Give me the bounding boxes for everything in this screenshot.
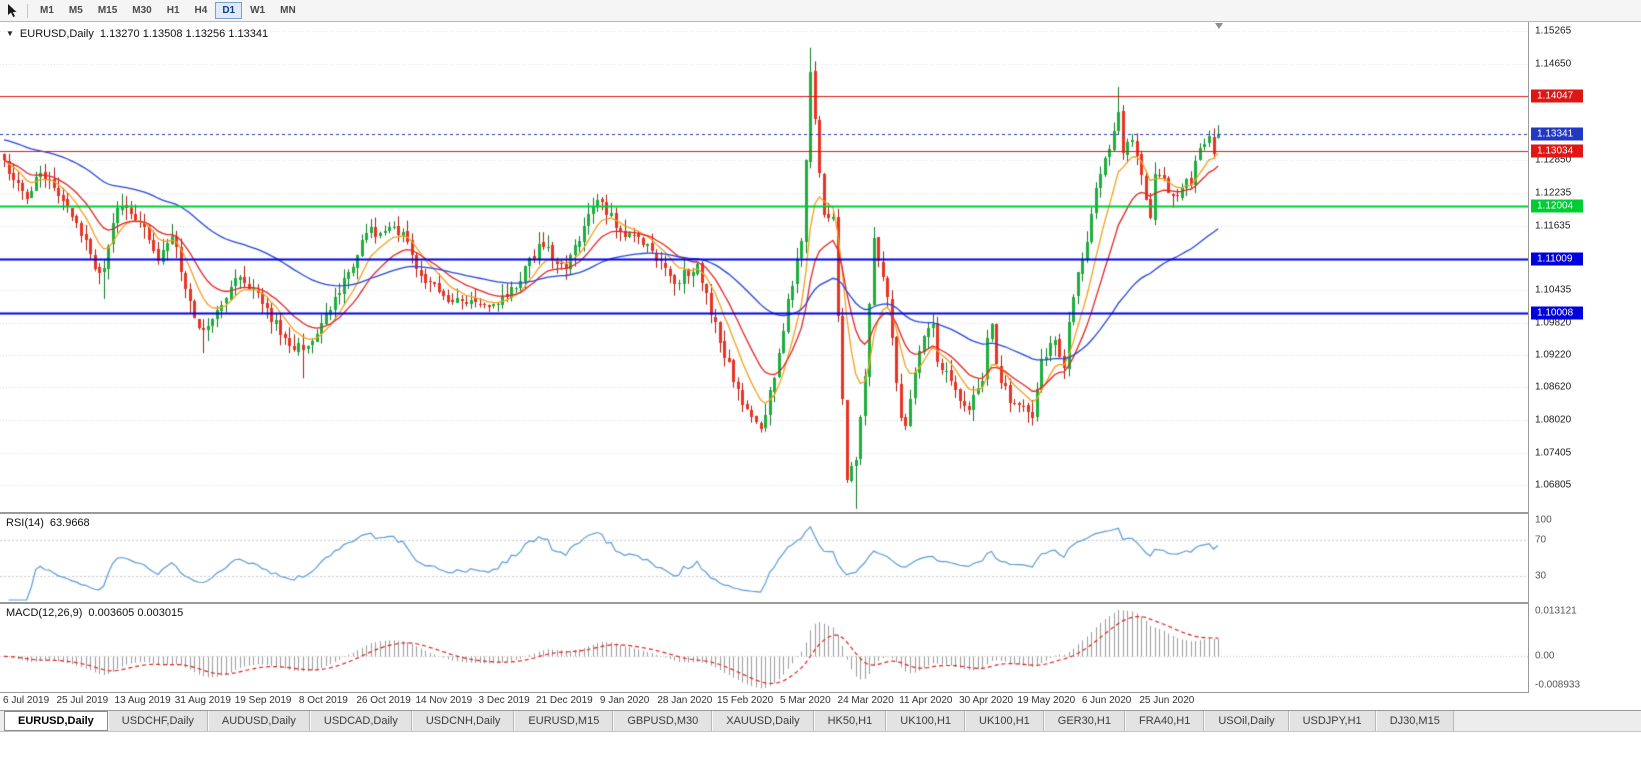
price-axis-label: 1.07405 bbox=[1535, 447, 1572, 459]
timeframe-button-w1[interactable]: W1 bbox=[243, 2, 272, 19]
rsi-axis-label: 100 bbox=[1535, 514, 1552, 526]
macd-values: 0.003605 0.003015 bbox=[88, 607, 184, 619]
level-price-badge: 1.14047 bbox=[1531, 89, 1583, 103]
price-axis-label: 1.14650 bbox=[1535, 58, 1572, 70]
chart-tab-eurusd-daily[interactable]: EURUSD,Daily bbox=[4, 711, 108, 731]
date-axis-label: 6 Jun 2020 bbox=[1081, 695, 1132, 706]
price-axis-label: 1.09220 bbox=[1535, 349, 1572, 361]
price-axis-label: 1.10435 bbox=[1535, 284, 1572, 296]
level-price-badge: 1.10008 bbox=[1531, 306, 1583, 320]
chart-tab-dj30-m15[interactable]: DJ30,M15 bbox=[1375, 711, 1454, 731]
chart-ohlc-values: 1.13270 1.13508 1.13256 1.13341 bbox=[99, 28, 269, 40]
timeframe-button-m1[interactable]: M1 bbox=[33, 2, 61, 19]
date-axis-label: 19 Sep 2019 bbox=[234, 695, 292, 706]
toolbar-separator bbox=[27, 3, 28, 18]
timeframe-button-m30[interactable]: M30 bbox=[125, 2, 158, 19]
rsi-panel-canvas[interactable] bbox=[0, 514, 1528, 602]
chart-tab-eurusd-m15[interactable]: EURUSD,M15 bbox=[514, 711, 614, 731]
price-axis-label: 1.12235 bbox=[1535, 187, 1572, 199]
timeframe-button-h1[interactable]: H1 bbox=[160, 2, 187, 19]
rsi-name: RSI(14) bbox=[6, 517, 44, 529]
chart-tab-usoil-daily[interactable]: USOil,Daily bbox=[1204, 711, 1289, 731]
chart-context-arrow-icon[interactable]: ▼ bbox=[6, 29, 14, 38]
date-axis-label: 8 Oct 2019 bbox=[298, 695, 348, 706]
date-axis-label: 6 Jul 2019 bbox=[3, 695, 50, 706]
chart-tab-uk100-h1[interactable]: UK100,H1 bbox=[886, 711, 966, 731]
level-price-badge: 1.11009 bbox=[1531, 252, 1583, 266]
cursor-tool-icon[interactable] bbox=[4, 2, 22, 20]
chart-tabs: EURUSD,Daily USDCHF,Daily AUDUSD,Daily USDC… bbox=[0, 710, 1641, 732]
timeframe-toolbar: M1 M5 M15 M30 H1 H4 D1 W1 MN bbox=[0, 0, 1641, 22]
price-axis[interactable]: 1.15265 1.14650 1.12850 1.12235 1.11635 1.104… bbox=[1529, 22, 1641, 693]
price-axis-label: 1.12850 bbox=[1535, 154, 1572, 166]
price-axis-label: 1.15265 bbox=[1535, 25, 1572, 37]
timeframe-buttons: M1 M5 M15 M30 H1 H4 D1 W1 MN bbox=[33, 2, 303, 19]
level-price-badge: 1.13034 bbox=[1531, 144, 1583, 158]
price-axis-label: 1.06805 bbox=[1535, 479, 1572, 491]
chart-tab-usdcnh-daily[interactable]: USDCNH,Daily bbox=[411, 711, 515, 731]
date-axis-label: 9 Jan 2020 bbox=[599, 695, 650, 706]
main-chart-canvas[interactable] bbox=[0, 22, 1528, 512]
rsi-value: 63.9668 bbox=[49, 517, 90, 529]
macd-axis-label: 0.013121 bbox=[1535, 605, 1577, 617]
price-axis-separator bbox=[1528, 22, 1529, 693]
macd-name: MACD(12,26,9) bbox=[6, 607, 83, 619]
date-axis-label: 5 Mar 2020 bbox=[780, 695, 831, 706]
chart-title: ▼ EURUSD,Daily 1.13270 1.13508 1.13256 1… bbox=[6, 28, 268, 40]
panel-separator[interactable] bbox=[0, 512, 1641, 514]
panel-separator bbox=[0, 692, 1641, 693]
price-axis-label: 1.08020 bbox=[1535, 414, 1572, 426]
chart-tab-usdjpy-h1[interactable]: USDJPY,H1 bbox=[1288, 711, 1376, 731]
chart-tab-uk100-h1[interactable]: UK100,H1 bbox=[965, 711, 1044, 731]
date-axis-label: 31 Aug 2019 bbox=[174, 695, 231, 706]
cursor-arrow-icon bbox=[8, 3, 17, 17]
level-price-badge: 1.12004 bbox=[1531, 199, 1583, 213]
date-axis-label: 19 May 2020 bbox=[1017, 695, 1076, 706]
macd-indicator-label: MACD(12,26,9) 0.003605 0.003015 bbox=[6, 607, 183, 619]
panel-separator[interactable] bbox=[0, 602, 1641, 604]
chart-symbol-period: EURUSD,Daily bbox=[19, 28, 94, 40]
date-axis-label: 21 Dec 2019 bbox=[536, 695, 593, 706]
date-axis-label: 15 Feb 2020 bbox=[717, 695, 774, 706]
date-axis-label: 24 Mar 2020 bbox=[837, 695, 894, 706]
chart-tab-usdchf-daily[interactable]: USDCHF,Daily bbox=[107, 711, 208, 731]
current-price-badge: 1.13341 bbox=[1531, 127, 1583, 141]
date-axis-label: 3 Dec 2019 bbox=[478, 695, 530, 706]
price-axis-label: 1.11635 bbox=[1535, 220, 1571, 232]
rsi-axis-label: 30 bbox=[1535, 570, 1547, 582]
price-axis-label: 1.09820 bbox=[1535, 317, 1572, 329]
date-axis-label: 28 Jan 2020 bbox=[657, 695, 713, 706]
rsi-indicator-label: RSI(14) 63.9668 bbox=[6, 517, 90, 529]
date-axis-label: 14 Nov 2019 bbox=[415, 695, 473, 706]
timeframe-button-m5[interactable]: M5 bbox=[62, 2, 90, 19]
chart-tab-gbpusd-m30[interactable]: GBPUSD,M30 bbox=[613, 711, 713, 731]
chart-tab-usdcad-daily[interactable]: USDCAD,Daily bbox=[309, 711, 412, 731]
macd-panel-canvas[interactable] bbox=[0, 604, 1528, 692]
chart-tab-hk50-h1[interactable]: HK50,H1 bbox=[813, 711, 887, 731]
date-axis-label: 25 Jun 2020 bbox=[1139, 695, 1195, 706]
date-axis-label: 30 Apr 2020 bbox=[959, 695, 1014, 706]
chart-shift-marker[interactable] bbox=[1215, 23, 1223, 29]
rsi-axis-label: 70 bbox=[1535, 534, 1547, 546]
macd-axis-label: 0.00 bbox=[1535, 650, 1555, 662]
chart-tab-audusd-daily[interactable]: AUDUSD,Daily bbox=[207, 711, 310, 731]
chart-tab-ger30-h1[interactable]: GER30,H1 bbox=[1043, 711, 1125, 731]
date-axis-label: 25 Jul 2019 bbox=[56, 695, 109, 706]
date-axis-label: 13 Aug 2019 bbox=[114, 695, 171, 706]
macd-axis-label: -0.008933 bbox=[1535, 679, 1581, 691]
timeframe-button-m15[interactable]: M15 bbox=[91, 2, 124, 19]
date-axis-label: 11 Apr 2020 bbox=[899, 695, 953, 706]
date-axis-label: 26 Oct 2019 bbox=[356, 695, 411, 706]
timeframe-button-d1[interactable]: D1 bbox=[215, 2, 243, 19]
price-axis-label: 1.08620 bbox=[1535, 381, 1572, 393]
timeframe-button-mn[interactable]: MN bbox=[273, 2, 303, 19]
timeframe-button-h4[interactable]: H4 bbox=[188, 2, 215, 19]
chart-tab-fra40-h1[interactable]: FRA40,H1 bbox=[1124, 711, 1205, 731]
date-axis[interactable]: 6 Jul 2019 25 Jul 2019 13 Aug 2019 31 Aug 2… bbox=[0, 693, 1641, 710]
chart-tab-xauusd-daily[interactable]: XAUUSD,Daily bbox=[712, 711, 814, 731]
